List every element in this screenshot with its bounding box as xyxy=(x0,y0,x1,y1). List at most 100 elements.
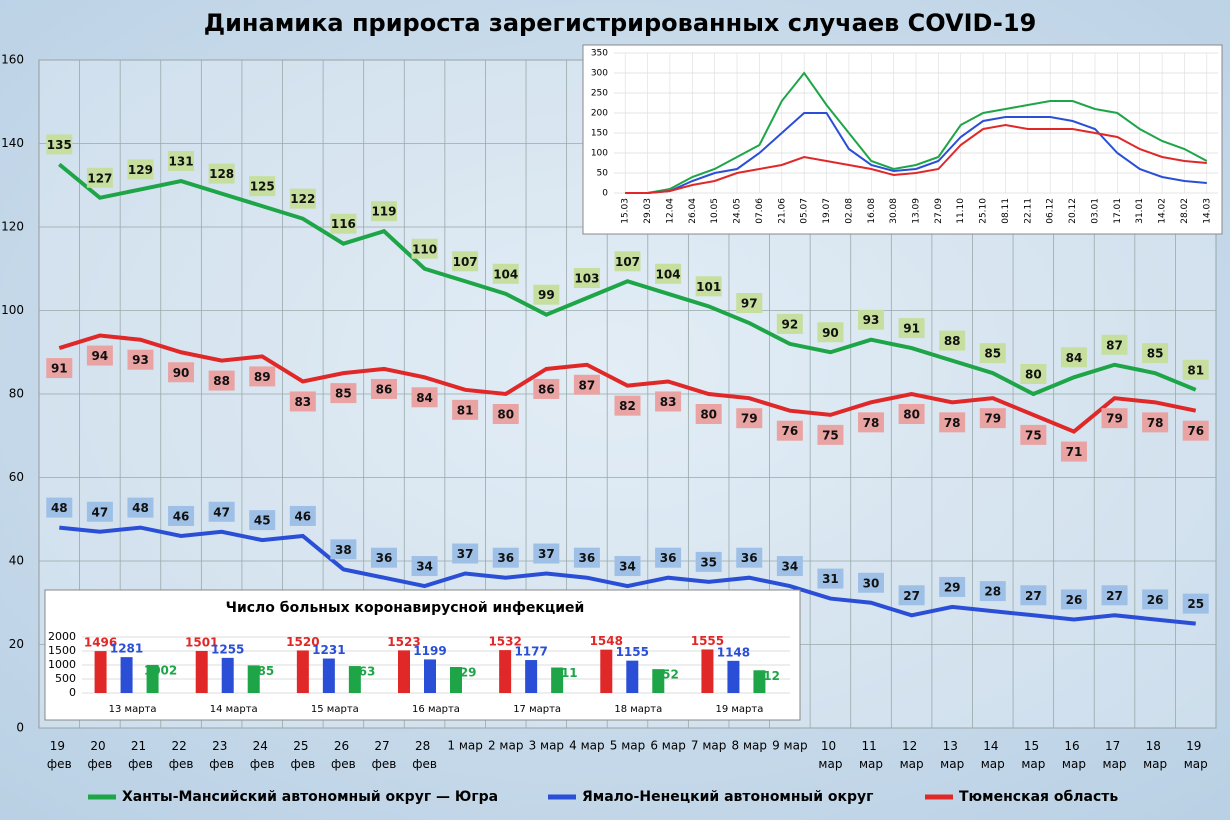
data-label-box xyxy=(695,551,722,572)
data-label: 30 xyxy=(863,576,880,590)
data-label-box xyxy=(1020,585,1047,606)
data-label-box xyxy=(370,201,397,222)
data-label-box xyxy=(492,404,519,424)
data-label: 963 xyxy=(350,665,375,679)
y-tick-label: 0 xyxy=(16,721,24,735)
bar xyxy=(701,649,714,693)
data-label-box xyxy=(289,188,316,209)
data-label: 38 xyxy=(335,543,352,557)
data-label-box xyxy=(370,378,397,399)
y-tick-label: 1000 xyxy=(48,658,76,671)
data-label: 36 xyxy=(376,551,393,565)
x-tick-label: 20 фев xyxy=(88,739,113,771)
data-label: 78 xyxy=(1147,416,1164,430)
data-label-box xyxy=(655,391,682,412)
x-tick-line: 26 xyxy=(334,739,353,753)
data-label: 107 xyxy=(615,255,640,269)
data-label-box xyxy=(573,547,600,568)
data-label: 34 xyxy=(781,560,798,574)
x-tick-label: 14.02 xyxy=(1158,198,1168,224)
x-tick-label: 02.08 xyxy=(844,198,854,224)
data-label-box xyxy=(330,213,357,234)
data-label-box xyxy=(46,358,73,379)
data-label: 90 xyxy=(173,366,190,380)
bar xyxy=(753,670,766,693)
data-label-box xyxy=(1182,420,1209,441)
x-tick-label: 05.07 xyxy=(800,198,810,224)
data-label-box xyxy=(1060,589,1087,610)
data-label: 93 xyxy=(863,313,880,327)
data-label-box xyxy=(858,412,885,433)
x-tick-label: 19 фев xyxy=(47,739,72,771)
legend-label: Ямало-Ненецкий автономный округ xyxy=(582,789,873,805)
data-label: 99 xyxy=(538,288,555,302)
data-label: 91 xyxy=(51,362,68,376)
data-label-box xyxy=(452,399,479,420)
data-label-box xyxy=(492,547,519,568)
data-label: 1520 xyxy=(286,635,319,649)
data-label: 103 xyxy=(574,271,599,285)
data-label: 88 xyxy=(213,374,230,388)
x-tick-line: 13 xyxy=(943,739,962,753)
bar xyxy=(398,650,410,693)
data-label-box xyxy=(614,251,641,272)
y-tick-label: 2000 xyxy=(48,630,76,643)
data-label-box xyxy=(249,176,276,197)
x-tick-line: мар xyxy=(940,757,964,771)
x-tick-line: мар xyxy=(1103,757,1127,771)
data-label: 1155 xyxy=(616,645,649,659)
data-label: 1523 xyxy=(387,635,420,649)
x-tick-line: 22 xyxy=(172,739,191,753)
data-label-box xyxy=(776,313,803,334)
data-label-box xyxy=(1182,359,1209,380)
x-tick-label: 21 фев xyxy=(128,739,153,771)
y-tick-label: 160 xyxy=(1,53,24,67)
x-tick-label: 13.09 xyxy=(912,198,922,224)
x-tick-label: 23 фев xyxy=(209,739,234,771)
x-tick-label: 14 мар xyxy=(981,739,1005,771)
data-label: 28 xyxy=(984,585,1001,599)
data-label-box xyxy=(46,497,73,518)
data-label-box xyxy=(208,163,235,184)
x-tick-label: 3 мар xyxy=(529,739,564,753)
x-tick-line: фев xyxy=(169,757,194,771)
data-label: 37 xyxy=(538,547,555,561)
data-label-box xyxy=(817,322,844,343)
data-label-box xyxy=(249,366,276,387)
data-label: 131 xyxy=(169,155,194,169)
data-label-box xyxy=(168,505,195,526)
data-label: 1177 xyxy=(514,645,547,659)
x-tick-label: 31.01 xyxy=(1135,198,1145,224)
x-tick-line: 11 xyxy=(861,739,880,753)
x-tick-line: 10 xyxy=(821,739,840,753)
x-tick-label: 6 мар xyxy=(650,739,685,753)
data-label: 93 xyxy=(132,353,149,367)
data-label: 85 xyxy=(1147,347,1164,361)
data-label: 1255 xyxy=(211,642,244,656)
y-tick-label: 0 xyxy=(69,686,76,699)
data-label: 48 xyxy=(132,501,149,515)
data-label: 852 xyxy=(654,668,679,682)
series-line xyxy=(58,333,1197,434)
data-label: 88 xyxy=(944,334,961,348)
data-label-box xyxy=(452,251,479,272)
data-label-box xyxy=(127,159,154,180)
data-label: 81 xyxy=(457,403,474,417)
y-tick-label: 60 xyxy=(9,470,24,484)
x-tick-line: 20 xyxy=(90,739,109,753)
data-label: 75 xyxy=(1025,428,1042,442)
x-tick-line: 14 xyxy=(983,739,1002,753)
bar xyxy=(727,660,740,693)
data-label-box xyxy=(939,576,966,597)
data-label-box xyxy=(655,547,682,568)
x-tick-label: 17.01 xyxy=(1113,198,1123,224)
data-label: 76 xyxy=(781,424,798,438)
data-label: 122 xyxy=(290,192,315,206)
data-label-box xyxy=(411,387,438,408)
data-label-box xyxy=(1060,347,1087,368)
data-label: 35 xyxy=(700,555,717,569)
x-tick-label: 7 мар xyxy=(691,739,726,753)
x-tick-label: 18 марта xyxy=(614,704,662,715)
data-label-box xyxy=(411,238,438,259)
x-tick-label: 24.05 xyxy=(733,198,743,224)
